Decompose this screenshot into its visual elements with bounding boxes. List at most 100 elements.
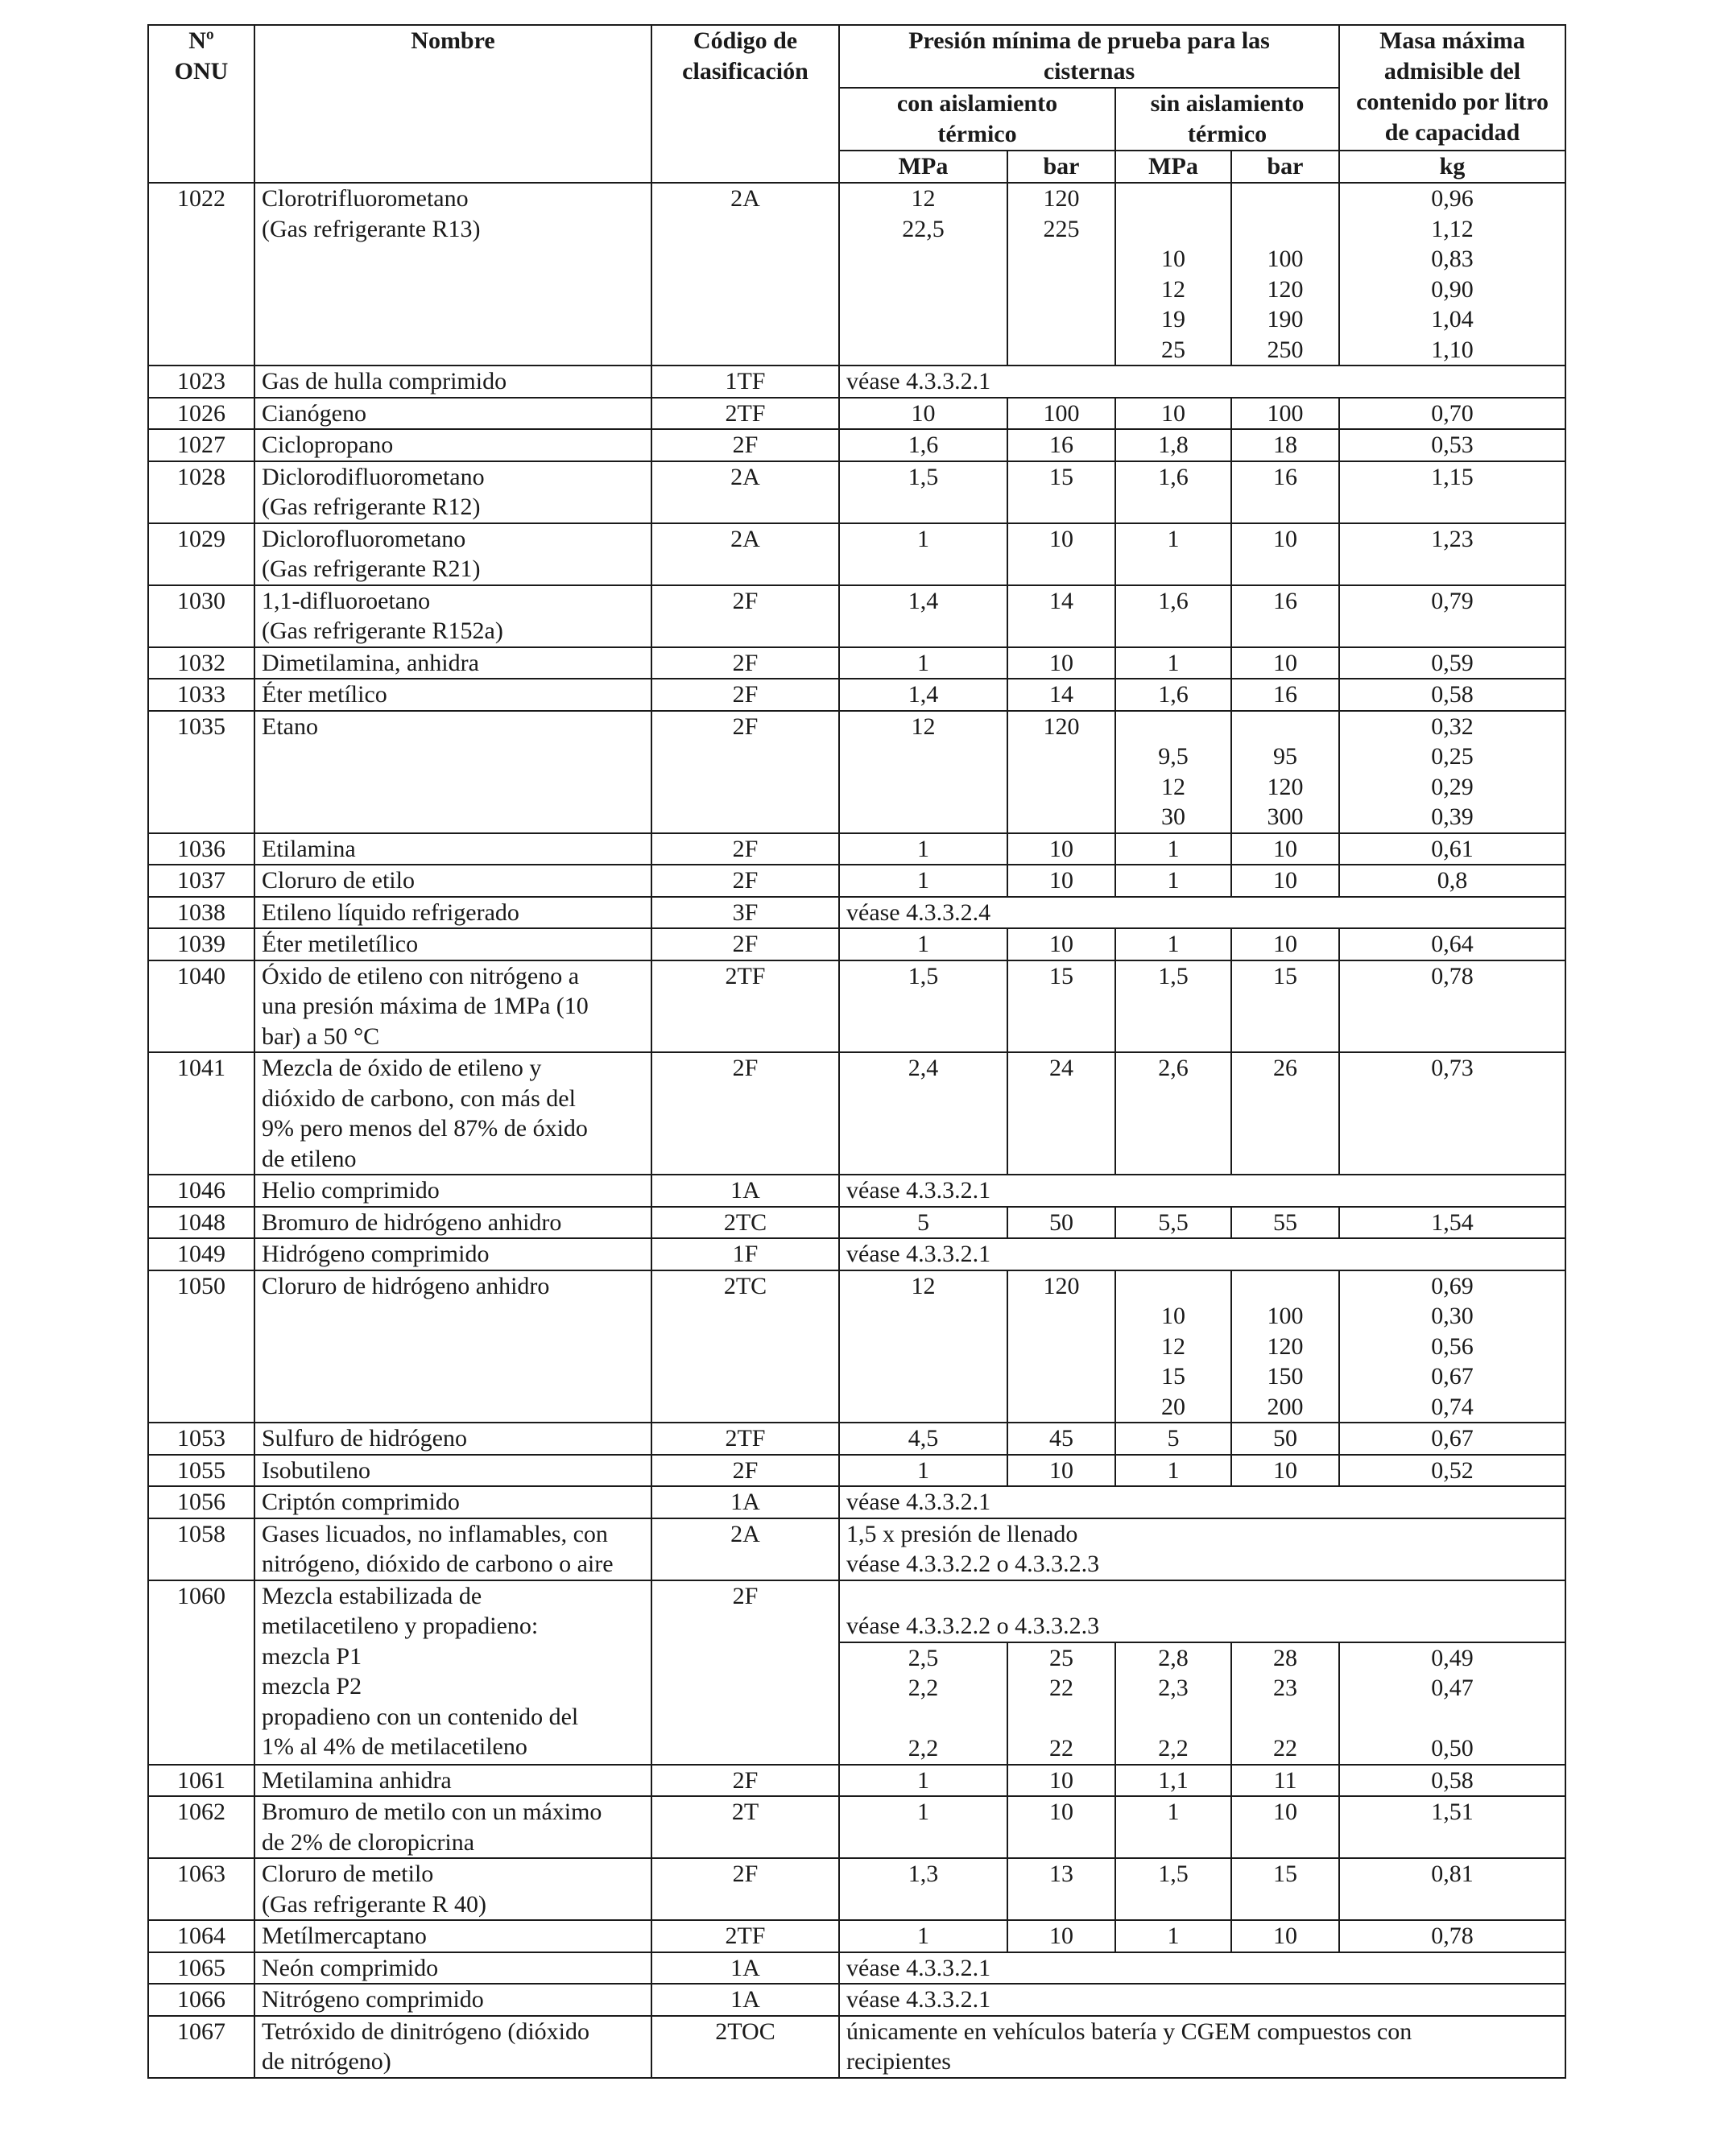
cell-mpa-con: 1 — [838, 864, 1008, 898]
cell-codigo: 2F — [651, 1579, 840, 1766]
cell-nombre: Dimetilamina, anhidra — [254, 646, 652, 679]
cell-kg: 0,79 — [1338, 584, 1567, 648]
cell-mpa-con: 1,4 — [838, 678, 1008, 712]
cell-nombre: Cianógeno — [254, 396, 652, 430]
cell-codigo: 2F — [651, 927, 840, 961]
cell-onu: 1061 — [147, 1763, 255, 1797]
cell-bar-sin: 16 — [1230, 460, 1341, 524]
cell-nombre: Neón comprimido — [254, 1951, 652, 1985]
table-row: 1061 Metilamina anhidra 2F 1 10 1,1 11 0,58 — [147, 1763, 1567, 1797]
cell-codigo: 2F — [651, 646, 840, 679]
cell-nombre: Gas de hulla comprimido — [254, 365, 652, 399]
cell-kg: 0,73 — [1338, 1051, 1567, 1175]
cell-onu: 1027 — [147, 428, 255, 462]
cell-onu: 1053 — [147, 1422, 255, 1456]
cell-codigo: 2A — [651, 182, 840, 366]
cell-kg: 0,8 — [1338, 864, 1567, 898]
cell-onu: 1028 — [147, 460, 255, 524]
cell-onu: 1037 — [147, 864, 255, 898]
cell-codigo: 2TF — [651, 1919, 840, 1953]
cell-bar-sin: 10 — [1230, 927, 1341, 961]
cell-onu: 1055 — [147, 1453, 255, 1487]
cell-onu: 1040 — [147, 959, 255, 1053]
cell-bar-con: 16 — [1007, 428, 1116, 462]
table-row: 1023 Gas de hulla comprimido 1TF véase 4.3.… — [147, 365, 1567, 399]
cell-mpa-con: 2,4 — [838, 1051, 1008, 1175]
cell-bar-sin: 10 — [1230, 1453, 1341, 1487]
cell-mpa-con: 1 — [838, 927, 1008, 961]
cell-bar-sin: 95 120 300 — [1230, 709, 1341, 834]
cell-mpa-con: 1 — [838, 1919, 1008, 1953]
cell-onu: 1063 — [147, 1857, 255, 1921]
header-nombre: Nombre — [254, 24, 652, 184]
cell-mpa-sin: 1,8 — [1114, 428, 1232, 462]
cell-onu: 1060 — [147, 1579, 255, 1766]
cell-mpa-sin: 1 — [1114, 1795, 1232, 1859]
table-row: 1040 Óxido de etileno con nitrógeno a una … — [147, 959, 1567, 1053]
cell-bar-con: 10 — [1007, 1919, 1116, 1953]
cell-kg: 0,52 — [1338, 1453, 1567, 1487]
cell-onu: 1062 — [147, 1795, 255, 1859]
cell-mpa-sin: 5 — [1114, 1422, 1232, 1456]
cell-mpa-con: 1,5 — [838, 460, 1008, 524]
table-row: 1046 Helio comprimido 1A véase 4.3.3.2.1 — [147, 1174, 1567, 1208]
cell-codigo: 2TF — [651, 1422, 840, 1456]
cell-nombre: Bromuro de metilo con un máximo de 2% de … — [254, 1795, 652, 1859]
cell-mpa-con: 1 — [838, 1795, 1008, 1859]
cell-onu: 1033 — [147, 678, 255, 712]
cell-kg: 0,61 — [1338, 832, 1567, 865]
cell-codigo: 2TF — [651, 959, 840, 1053]
cell-codigo: 1A — [651, 1485, 840, 1519]
cell-kg: 1,15 — [1338, 460, 1567, 524]
cell-codigo: 2F — [651, 678, 840, 712]
cell-bar-con: 15 — [1007, 460, 1116, 524]
table-header: Nº ONU Nombre Código de clasificación Pres… — [147, 24, 1567, 184]
cell-nombre: Metilamina anhidra — [254, 1763, 652, 1797]
cell-bar-con: 120 225 — [1007, 182, 1116, 366]
cell-mpa-sin: 2,8 2,3 2,2 — [1114, 1641, 1232, 1766]
unit-bar-sin: bar — [1230, 150, 1341, 184]
header-con-aislamiento: con aislamiento térmico — [838, 87, 1116, 151]
cell-kg: 0,53 — [1338, 428, 1567, 462]
cell-nombre: Sulfuro de hidrógeno — [254, 1422, 652, 1456]
cell-codigo: 2F — [651, 1857, 840, 1921]
cell-kg: 0,96 1,12 0,83 0,90 1,04 1,10 — [1338, 182, 1567, 366]
cell-mpa-con: 1 — [838, 1763, 1008, 1797]
cell-bar-con: 10 — [1007, 832, 1116, 865]
cell-mpa-sin: 10 12 19 25 — [1114, 182, 1232, 366]
cell-bar-sin: 15 — [1230, 1857, 1341, 1921]
cell-onu: 1046 — [147, 1174, 255, 1208]
table-row: 1037 Cloruro de etilo 2F 1 10 1 10 0,8 — [147, 864, 1567, 898]
cell-kg: 0,49 0,47 0,50 — [1338, 1641, 1567, 1766]
cell-mpa-con: 12 22,5 — [838, 182, 1008, 366]
cell-mpa-sin: 1 — [1114, 522, 1232, 586]
cell-bar-con: 13 — [1007, 1857, 1116, 1921]
cell-codigo: 2A — [651, 522, 840, 586]
cell-bar-sin: 15 — [1230, 959, 1341, 1053]
cell-onu: 1022 — [147, 182, 255, 366]
cell-bar-sin: 16 — [1230, 678, 1341, 712]
cell-mpa-sin: 1 — [1114, 927, 1232, 961]
cell-codigo: 2F — [651, 832, 840, 865]
table-row: 1029 Diclorofluorometano (Gas refrigerante… — [147, 522, 1567, 586]
cell-nota: véase 4.3.3.2.1 — [837, 1485, 1567, 1519]
cell-onu: 1056 — [147, 1485, 255, 1519]
cell-bar-sin: 11 — [1230, 1763, 1341, 1797]
cell-nota: véase 4.3.3.2.4 — [837, 895, 1567, 929]
cell-mpa-con: 1 — [838, 646, 1008, 679]
cell-kg: 0,78 — [1338, 1919, 1567, 1953]
cell-nota: véase 4.3.3.2.1 — [837, 1174, 1567, 1208]
cell-nombre: Cloruro de etilo — [254, 864, 652, 898]
cell-onu: 1067 — [147, 2014, 255, 2079]
cell-kg: 0,58 — [1338, 678, 1567, 712]
cell-bar-con: 14 — [1007, 678, 1116, 712]
cell-nombre: Clorotrifluorometano (Gas refrigerante R1… — [254, 182, 652, 366]
table-row: 1055 Isobutileno 2F 1 10 1 10 0,52 — [147, 1453, 1567, 1487]
cell-bar-sin: 26 — [1230, 1051, 1341, 1175]
unit-mpa-con: MPa — [838, 150, 1008, 184]
header-onu: Nº ONU — [147, 24, 255, 184]
table-row: 1027 Ciclopropano 2F 1,6 16 1,8 18 0,53 — [147, 428, 1567, 462]
cell-mpa-sin: 1 — [1114, 646, 1232, 679]
cell-bar-sin: 55 — [1230, 1205, 1341, 1239]
table-row: 1039 Éter metiletílico 2F 1 10 1 10 0,64 — [147, 927, 1567, 961]
